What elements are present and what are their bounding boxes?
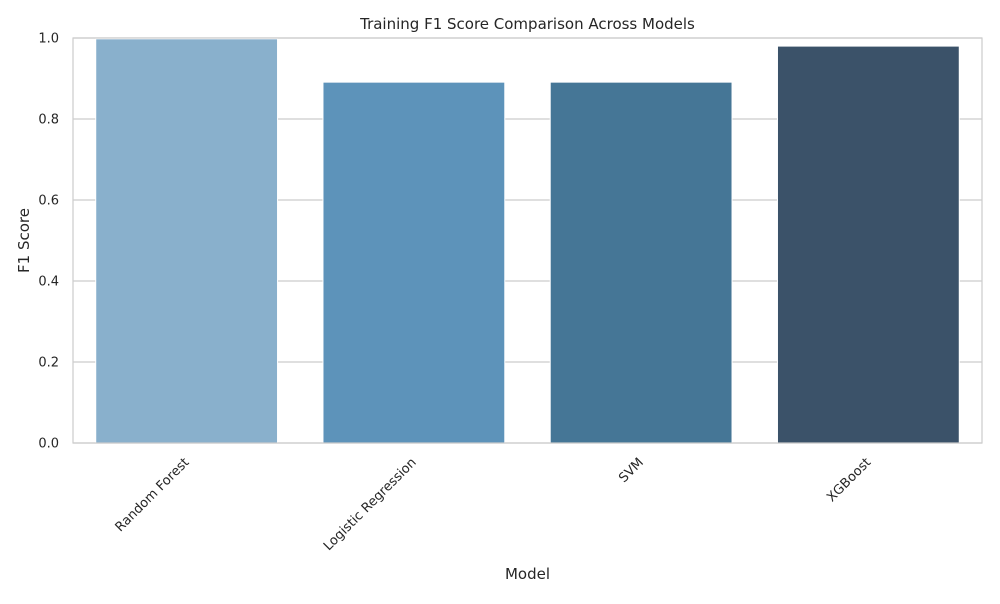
y-tick-labels: 0.0 0.2 0.4 0.6 0.8 1.0 [38,32,59,452]
bars [95,38,960,444]
bar-logistic-regression [322,81,506,444]
y-tick-label: 0.6 [38,194,59,209]
x-tick-label: XGBoost [824,455,874,505]
bar-xgboost [776,45,960,444]
y-tick-label: 0.2 [38,356,59,371]
y-axis-label: F1 Score [15,208,33,273]
chart-title: Training F1 Score Comparison Across Mode… [359,15,695,33]
x-tick-labels: Random Forest Logistic Regression SVM XGBoo… [113,455,875,554]
y-tick-label: 0.8 [38,113,59,128]
bar-random-forest [95,38,279,444]
bar-svm [549,81,733,444]
x-axis-label: Model [505,565,550,583]
x-tick-label: Random Forest [113,455,193,535]
plot-frame [72,37,983,444]
y-tick-label: 1.0 [38,32,59,47]
x-tick-label: Logistic Regression [321,455,420,554]
x-tick-label: SVM [616,455,647,486]
y-tick-label: 0.4 [38,275,59,290]
y-tick-label: 0.0 [38,437,59,452]
